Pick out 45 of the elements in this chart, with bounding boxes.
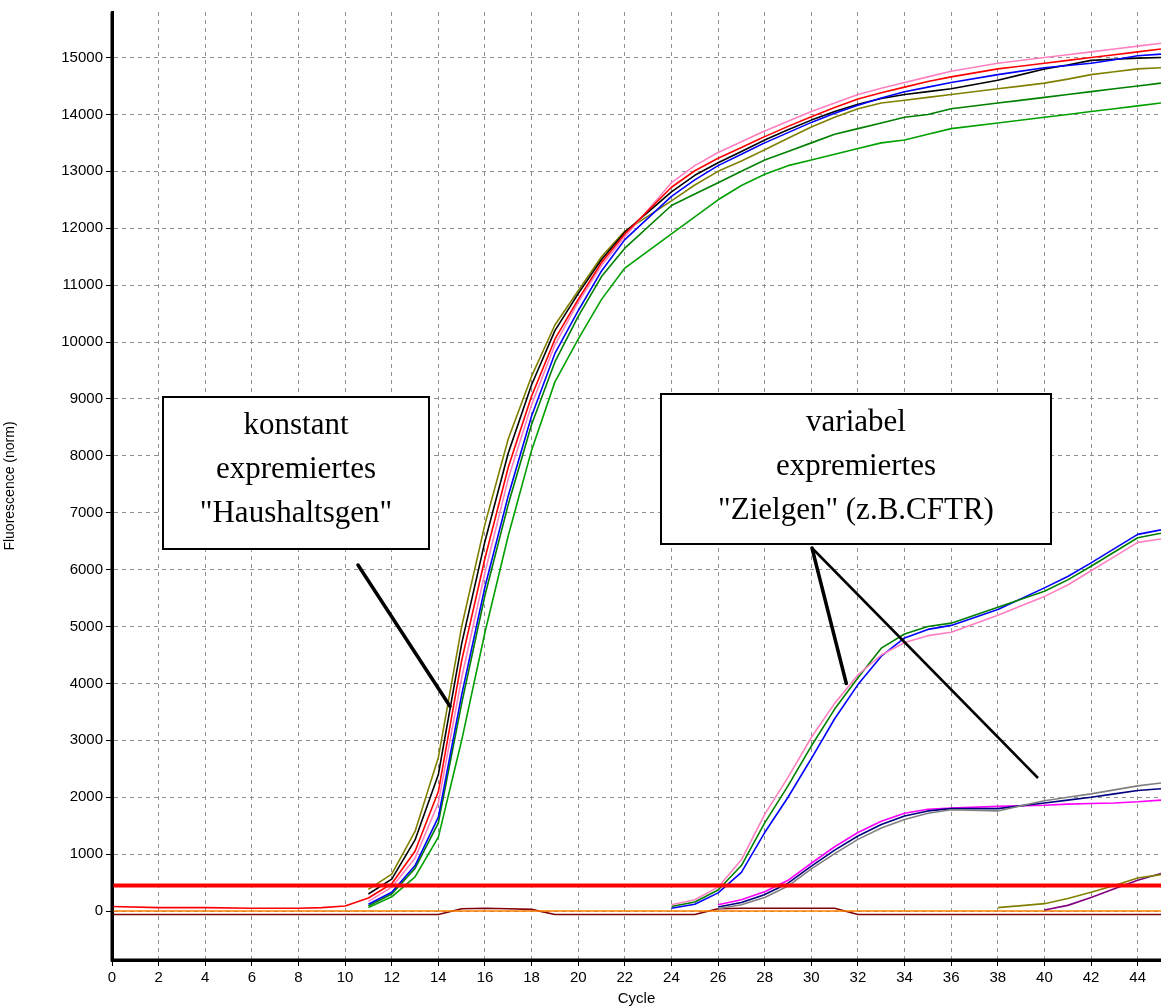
x-tick-label: 22 <box>616 968 634 986</box>
y-tick-label: 14000 <box>61 104 103 122</box>
x-tick-label: 32 <box>849 968 867 986</box>
x-tick-label: 24 <box>663 968 680 986</box>
y-tick-label: 2000 <box>69 787 103 805</box>
annotation: variabel expremiertes "Zielgen" (z.B.CFTR) <box>717 402 995 528</box>
y-tick-label: 0 <box>94 901 103 919</box>
x-tick-label: 20 <box>569 968 587 986</box>
x-tick-label: 10 <box>336 968 354 986</box>
x-tick-label: 18 <box>523 968 540 986</box>
y-tick-label: 13000 <box>61 161 103 179</box>
y-axis-title: Fluorescence (norm) <box>1 421 18 551</box>
x-tick-label: 12 <box>383 968 401 986</box>
x-tick-label: 34 <box>896 968 913 986</box>
y-tick-label: 12000 <box>61 218 103 236</box>
x-tick-label: 40 <box>1036 968 1053 986</box>
callout-box: konstant expremiertes "Haushaltsgen" <box>162 396 430 550</box>
x-tick-label: 0 <box>107 968 117 986</box>
x-tick-label: 44 <box>1129 968 1147 986</box>
y-tick-label: 9000 <box>69 389 103 407</box>
x-tick-label: 8 <box>294 968 303 986</box>
y-tick-label: 7000 <box>69 502 103 520</box>
annotation: konstant expremiertes "Haushaltsgen" <box>198 405 394 531</box>
x-tick-label: 28 <box>756 968 774 986</box>
x-tick-label: 14 <box>430 968 447 986</box>
x-tick-label: 30 <box>802 968 820 986</box>
y-tick-label: 5000 <box>69 616 103 634</box>
y-tick-label: 11000 <box>62 275 103 293</box>
y-tick-label: 8000 <box>69 445 103 463</box>
x-tick-label: 42 <box>1082 968 1100 986</box>
x-tick-label: 38 <box>989 968 1007 986</box>
callout-box: variabel expremiertes "Zielgen" (z.B.CFTR) <box>660 393 1052 545</box>
x-axis-title: Cycle <box>617 989 656 1007</box>
x-tick-label: 2 <box>154 968 163 986</box>
y-tick-label: 3000 <box>69 730 103 748</box>
x-tick-label: 26 <box>709 968 727 986</box>
x-tick-label: 4 <box>201 968 210 986</box>
y-tick-label: 1000 <box>69 844 103 862</box>
y-tick-label: 6000 <box>69 559 103 577</box>
y-tick-label: 10000 <box>61 332 103 350</box>
x-tick-label: 6 <box>247 968 257 986</box>
y-tick-label: 15000 <box>61 47 103 65</box>
x-tick-label: 16 <box>476 968 494 986</box>
x-tick-label: 36 <box>942 968 960 986</box>
y-tick-label: 4000 <box>69 673 103 691</box>
